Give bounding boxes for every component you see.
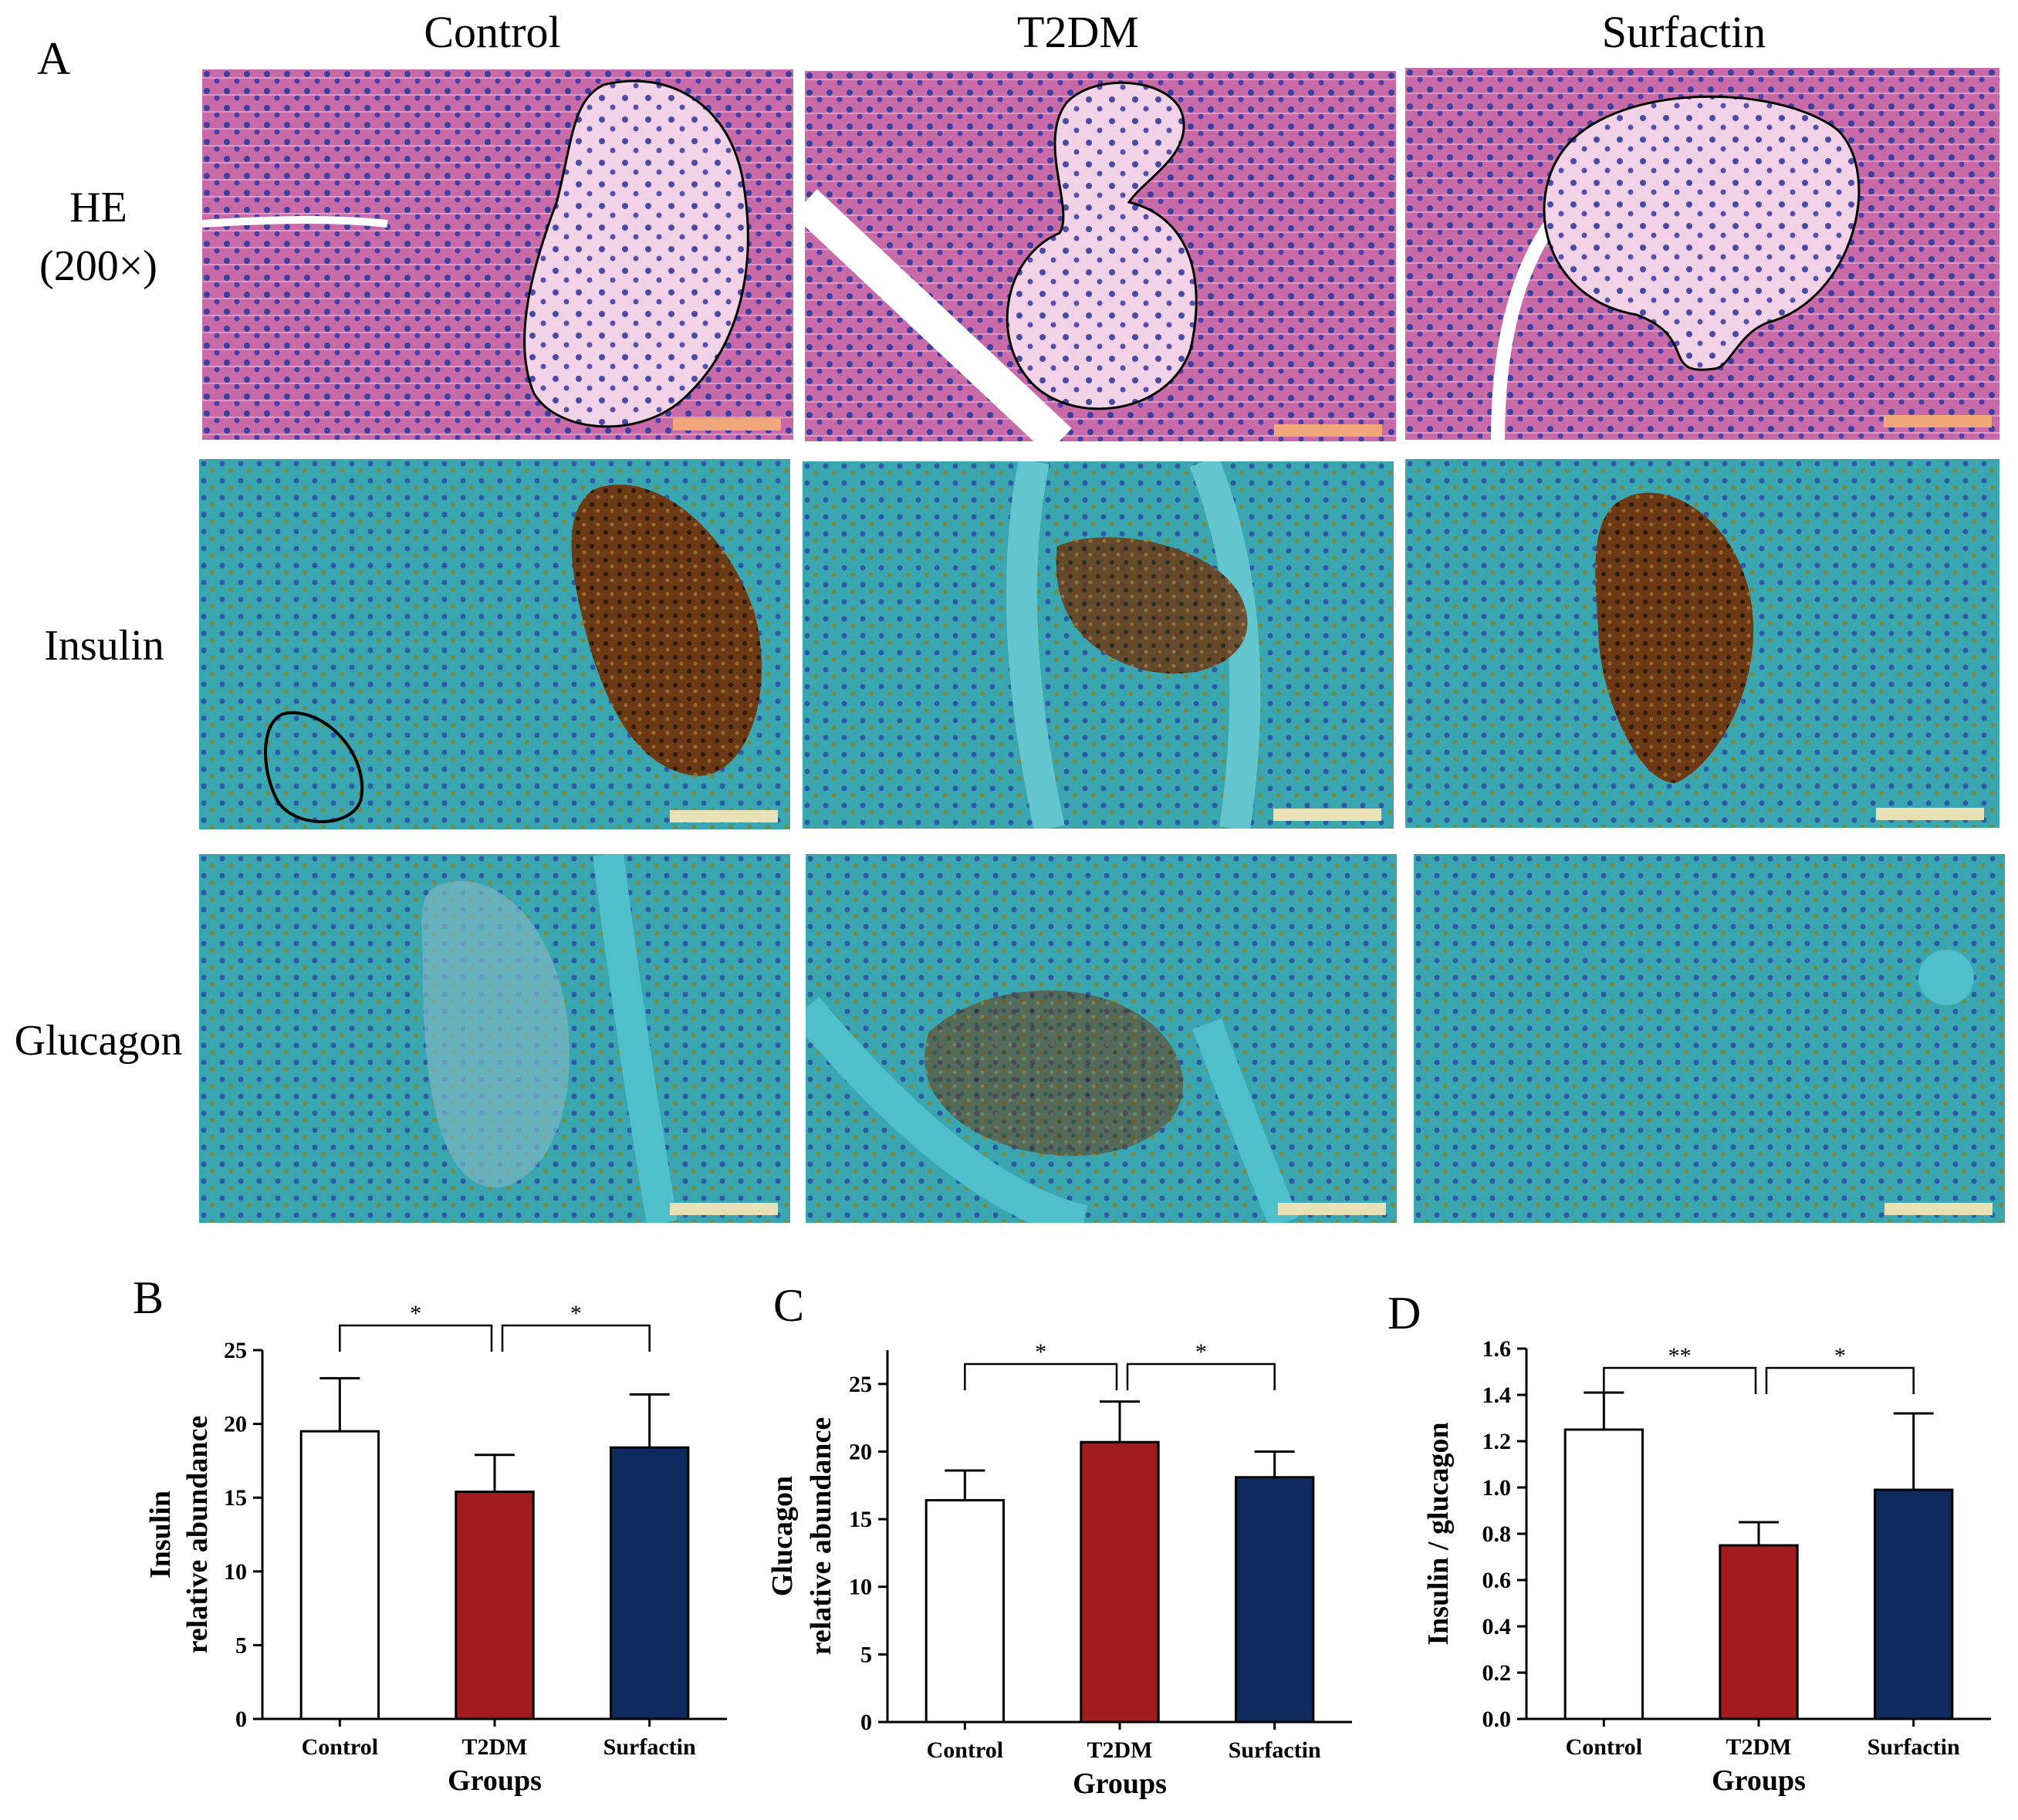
y-tick-label: 0 (235, 1707, 247, 1732)
panel-a-letter: A (37, 33, 71, 84)
micrograph-glucagon-control (199, 854, 790, 1223)
x-tick-label-t2dm: T2DM (462, 1734, 528, 1760)
x-tick-label-control: Control (927, 1737, 1003, 1763)
significance-bracket (501, 1324, 651, 1352)
significance-bracket (1603, 1366, 1757, 1394)
significance-bracket (964, 1362, 1118, 1390)
bar-t2dm (1719, 1544, 1799, 1720)
y-axis-title-line2: relative abundance (181, 1416, 214, 1654)
column-title-surfactin: Surfactin (1601, 7, 1766, 57)
x-axis-title: Groups (1712, 1764, 1806, 1797)
row-label-insulin: Insulin (0, 617, 208, 676)
significance-bracket (339, 1324, 493, 1352)
x-tick-label-surfactin: Surfactin (1229, 1737, 1321, 1763)
y-tick-label: 1.2 (1482, 1429, 1512, 1454)
x-tick-label-surfactin: Surfactin (603, 1734, 696, 1760)
significance-label: * (410, 1301, 421, 1326)
micrograph-glucagon-surfactin (1414, 854, 2005, 1223)
y-tick-label: 0.0 (1482, 1707, 1512, 1732)
significance-label: * (1195, 1339, 1207, 1365)
y-tick-label: 0.6 (1482, 1568, 1512, 1593)
bar-control (924, 1499, 1006, 1724)
x-tick-label-control: Control (302, 1734, 378, 1760)
significance-label: ** (1668, 1343, 1692, 1369)
chart-c-svg: C 0 5 10 15 20 25 Control T2DM Surfactin Groups Glu… (766, 1281, 1352, 1800)
row-label-he-line1: HE (69, 184, 127, 231)
x-tick-label-t2dm: T2DM (1726, 1734, 1792, 1760)
x-axis-title: Groups (448, 1764, 542, 1797)
y-tick-label: 5 (235, 1633, 247, 1658)
significance-label: * (1834, 1343, 1846, 1369)
y-tick-label: 0.4 (1482, 1614, 1512, 1639)
micrograph-he-t2dm (805, 71, 1396, 441)
panel-letter-d: D (1388, 1288, 1421, 1339)
significance-bracket (1765, 1366, 1915, 1394)
micrograph-insulin-t2dm (803, 461, 1394, 829)
y-tick-label: 0 (860, 1710, 872, 1735)
significance-bracket (1126, 1362, 1276, 1390)
bar-surfactin (610, 1446, 690, 1720)
chart-b: B 0 5 10 15 20 25 Control T2DM Surfactin Groups Ins… (116, 1265, 749, 1805)
chart-b-svg: B 0 5 10 15 20 25 Control T2DM Surfactin Groups Ins… (133, 1272, 727, 1797)
y-axis-title-line2: relative abundance (805, 1417, 837, 1656)
bar-control (299, 1430, 380, 1720)
y-axis-title-line1: Insulin / glucagon (1422, 1422, 1455, 1645)
micrograph-insulin-surfactin (1405, 459, 1999, 828)
column-title-t2dm: T2DM (1017, 7, 1139, 57)
chart-d-svg: D 0.0 0.2 0.4 0.6 0.8 1.0 1.2 1.4 1.6 Control T2DM S… (1388, 1288, 1991, 1797)
micrograph-he-control (202, 69, 793, 440)
row-label-glucagon-text: Glucagon (14, 1017, 183, 1065)
bar-control (1563, 1428, 1644, 1720)
y-tick-label: 1.4 (1482, 1383, 1512, 1408)
bar-t2dm (455, 1491, 535, 1720)
x-tick-label-t2dm: T2DM (1087, 1737, 1153, 1763)
y-tick-label: 15 (224, 1485, 247, 1511)
bar-surfactin (1235, 1476, 1315, 1724)
x-tick-label-surfactin: Surfactin (1868, 1734, 1960, 1760)
y-tick-label: 1.6 (1482, 1336, 1512, 1362)
y-tick-label: 25 (849, 1372, 872, 1397)
y-tick-label: 0.2 (1482, 1660, 1512, 1686)
y-tick-label: 20 (224, 1412, 247, 1437)
y-tick-label: 1.0 (1482, 1475, 1512, 1501)
significance-label: * (570, 1301, 582, 1326)
chart-d: D 0.0 0.2 0.4 0.6 0.8 1.0 1.2 1.4 1.6 Control T2DM S… (1374, 1281, 2014, 1820)
y-tick-label: 20 (849, 1439, 872, 1464)
row-label-glucagon: Glucagon (0, 1012, 197, 1071)
micrograph-glucagon-t2dm (806, 854, 1397, 1223)
y-axis-title-line1: Insulin (144, 1491, 177, 1579)
panel-letter-c: C (773, 1281, 804, 1331)
y-tick-label: 15 (849, 1507, 872, 1532)
y-tick-label: 5 (860, 1642, 872, 1667)
panel-letter-b: B (133, 1272, 164, 1323)
significance-label: * (1035, 1339, 1046, 1365)
y-tick-label: 10 (849, 1575, 872, 1600)
x-tick-label-control: Control (1566, 1734, 1642, 1760)
y-tick-label: 0.8 (1482, 1521, 1512, 1547)
micrograph-he-surfactin (1405, 68, 1999, 440)
chart-c: C 0 5 10 15 20 25 Control T2DM Surfactin Groups Glu… (741, 1281, 1374, 1820)
bar-t2dm (1080, 1440, 1160, 1724)
micrograph-insulin-control (199, 459, 790, 829)
x-axis-title: Groups (1073, 1768, 1167, 1800)
y-tick-label: 25 (224, 1338, 247, 1363)
row-label-insulin-text: Insulin (44, 622, 164, 670)
row-label-he: HE (200×) (0, 179, 197, 295)
column-title-control: Control (424, 7, 561, 57)
bar-surfactin (1874, 1488, 1954, 1720)
y-tick-label: 10 (224, 1559, 247, 1585)
row-label-he-line2: (200×) (39, 241, 157, 290)
y-axis-title-line1: Glucagon (766, 1476, 799, 1596)
